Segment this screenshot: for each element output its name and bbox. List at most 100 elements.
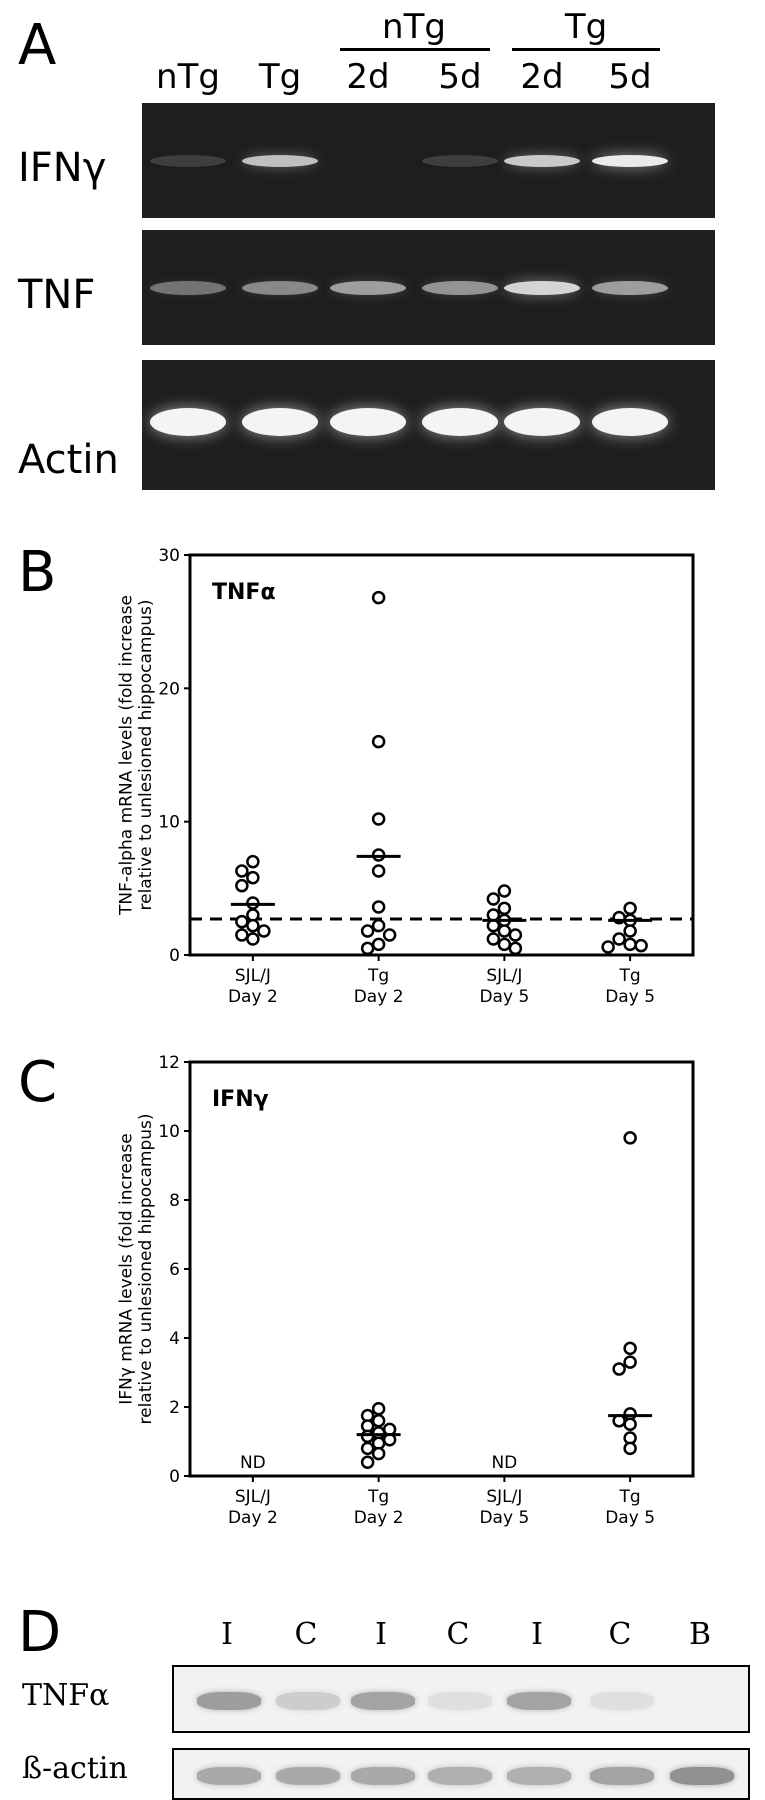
- x-tick-label: SJL/J: [486, 966, 522, 986]
- panel-d-letter: D: [18, 1600, 62, 1665]
- panel-a-band: [422, 281, 498, 295]
- y-axis-label: TNF-alpha mRNA levels (fold increaserela…: [117, 595, 157, 916]
- panel-d-band: [351, 1692, 415, 1710]
- x-tick-label: Day 2: [354, 987, 404, 1007]
- data-point: [623, 1341, 637, 1356]
- panel-a-lane-label: 5d: [438, 57, 482, 97]
- panel-a-lane-label: 2d: [346, 57, 390, 97]
- data-point: [371, 1401, 386, 1416]
- data-point: [623, 1441, 637, 1456]
- y-tick-label: 20: [158, 679, 180, 699]
- panel-a-band: [422, 155, 498, 167]
- data-point: [623, 1355, 637, 1369]
- x-tick-label: Day 5: [479, 1508, 529, 1528]
- panel-c-letter: C: [18, 1050, 58, 1115]
- panel-a-band: [242, 408, 318, 436]
- data-point: [246, 908, 260, 922]
- y-tick-label: 12: [158, 1053, 180, 1073]
- panel-d-band: [590, 1767, 654, 1785]
- panel-a-group-line: [340, 48, 490, 51]
- data-point: [601, 940, 615, 954]
- data-point: [235, 914, 249, 929]
- data-point: [623, 901, 637, 916]
- panel-d-gel-strip: [172, 1748, 750, 1800]
- panel-d-lane-label: I: [221, 1617, 233, 1652]
- data-point: [612, 1362, 626, 1376]
- data-point: [382, 928, 397, 942]
- y-tick-label: 6: [169, 1260, 180, 1280]
- panel-a-band: [592, 281, 668, 295]
- panel-a-band: [330, 408, 406, 436]
- panel-d-band: [197, 1692, 261, 1710]
- panel-a-lane-label: nTg: [156, 57, 220, 97]
- y-tick-label: 0: [169, 946, 180, 966]
- data-point: [634, 938, 648, 953]
- data-point: [257, 924, 271, 938]
- data-point: [360, 1441, 375, 1456]
- panel-a-band: [242, 155, 318, 167]
- panel-a-lane-label: Tg: [258, 57, 302, 97]
- data-point: [235, 928, 249, 942]
- panel-a-band: [504, 408, 580, 436]
- panel-a-row-label: TNF: [18, 272, 96, 318]
- x-tick-label: Tg: [367, 966, 389, 986]
- data-point: [360, 1429, 375, 1444]
- data-point: [360, 1455, 375, 1469]
- chart-title: IFNγ: [212, 1087, 269, 1112]
- data-point: [497, 937, 512, 952]
- x-tick-label: Day 2: [228, 1508, 278, 1528]
- data-point: [371, 812, 386, 826]
- data-point: [623, 1417, 637, 1431]
- data-point: [371, 1446, 386, 1461]
- x-tick-label: SJL/J: [235, 1487, 271, 1507]
- panel-a-gel-strip: [142, 360, 715, 490]
- plot-frame: [188, 1060, 695, 1478]
- panel-a-lane-label: 2d: [520, 57, 564, 97]
- data-point: [497, 901, 512, 916]
- panel-a-row-label: Actin: [18, 437, 119, 483]
- data-point: [246, 932, 260, 946]
- data-point: [623, 937, 637, 952]
- panel-a-band: [592, 155, 668, 167]
- y-tick-label: 10: [158, 1122, 180, 1142]
- panel-d-band: [507, 1767, 571, 1785]
- panel-a-band: [150, 281, 226, 295]
- data-point: [371, 590, 386, 605]
- panel-d-gel-strip: [172, 1665, 750, 1733]
- data-point: [371, 918, 386, 933]
- panel-d-row-label: TNFα: [22, 1678, 110, 1713]
- panel-a-band: [150, 408, 226, 436]
- data-point: [508, 928, 523, 942]
- x-tick-label: SJL/J: [486, 1487, 522, 1507]
- y-tick-label: 0: [169, 1467, 180, 1487]
- y-tick-label: 2: [169, 1398, 180, 1418]
- chart-title: TNFα: [212, 580, 276, 605]
- panel-a-band: [422, 408, 498, 436]
- data-point: [623, 1131, 637, 1145]
- data-point: [371, 734, 386, 749]
- data-point: [508, 941, 523, 956]
- x-tick-label: SJL/J: [235, 966, 271, 986]
- data-point: [497, 924, 512, 938]
- data-point: [246, 854, 260, 869]
- panel-a-band: [592, 408, 668, 436]
- data-point: [371, 937, 386, 952]
- panel-d-lane-label: C: [294, 1617, 318, 1652]
- data-point: [623, 924, 637, 938]
- panel-b-letter: B: [18, 540, 57, 605]
- panel-a-group-label: nTg: [382, 7, 446, 47]
- data-point: [360, 941, 375, 956]
- data-point: [371, 900, 386, 914]
- panel-b-chart: TNF-alpha mRNA levels (fold increaserela…: [117, 546, 695, 1007]
- data-point: [486, 892, 501, 906]
- y-axis-label: IFNγ mRNA levels (fold increaserelative …: [117, 1114, 157, 1425]
- x-tick-label: Day 2: [228, 987, 278, 1007]
- x-tick-label: Day 5: [479, 987, 529, 1007]
- x-tick-label: Day 2: [354, 1508, 404, 1528]
- data-point: [235, 878, 249, 893]
- data-point: [246, 870, 260, 885]
- data-point: [371, 1414, 386, 1428]
- panel-d-lane-label: B: [688, 1617, 712, 1652]
- panel-a-gel-strip: [142, 230, 715, 345]
- x-tick-label: Tg: [619, 966, 641, 986]
